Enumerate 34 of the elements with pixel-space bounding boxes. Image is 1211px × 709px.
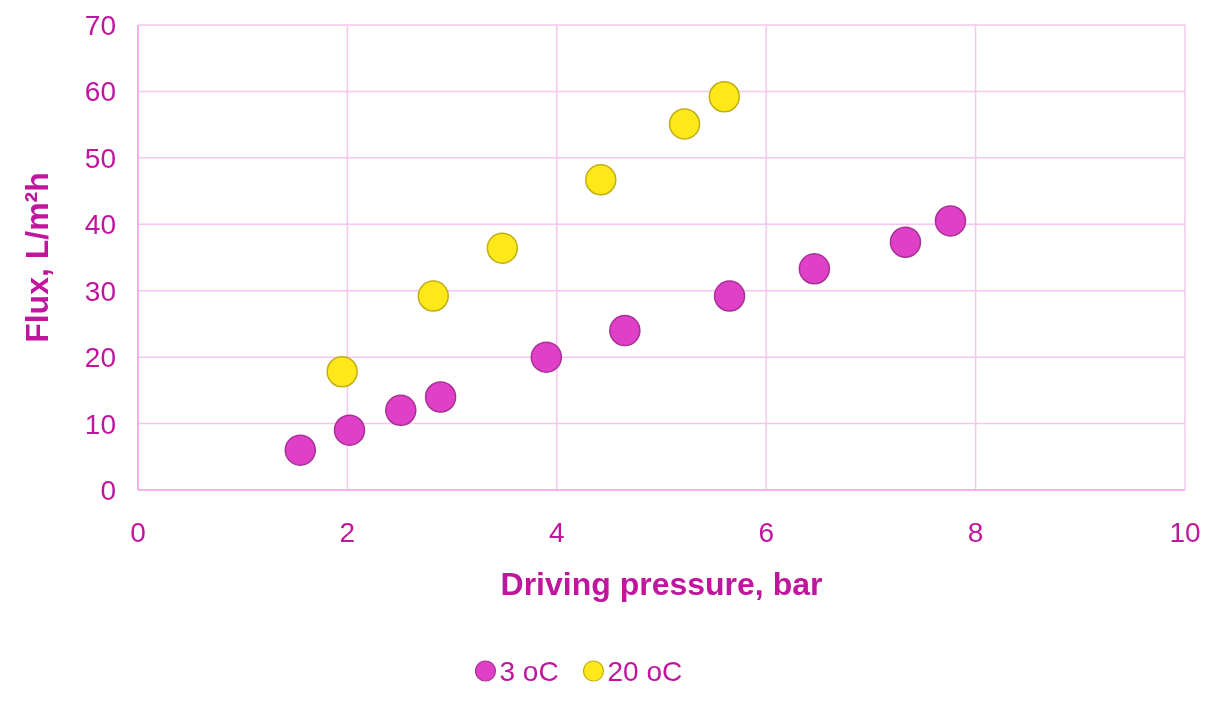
point <box>530 341 563 373</box>
point <box>326 356 358 388</box>
point <box>934 205 967 237</box>
point <box>668 108 701 140</box>
x-tick-label: 4 <box>549 517 565 548</box>
y-tick-label: 70 <box>84 10 116 41</box>
y-tick-label: 0 <box>100 475 116 506</box>
point <box>713 280 746 312</box>
x-axis-title: Driving pressure, bar <box>500 566 823 602</box>
y-axis-title: Flux, L/m²h <box>19 172 55 343</box>
legend-label: 3 oC <box>499 656 559 687</box>
x-tick-label: 10 <box>1169 517 1201 548</box>
y-tick-label: 10 <box>84 408 116 440</box>
point <box>333 414 366 446</box>
point <box>424 381 457 413</box>
point <box>417 280 449 312</box>
y-tick-label: 60 <box>84 76 116 108</box>
y-tick-label: 20 <box>84 342 116 374</box>
x-tick-label: 6 <box>758 517 774 548</box>
point <box>708 80 741 113</box>
x-tick-label: 0 <box>130 517 146 548</box>
point <box>585 164 617 196</box>
point <box>385 394 417 427</box>
point <box>889 226 922 258</box>
y-tick-label: 30 <box>84 275 116 307</box>
point <box>284 434 317 466</box>
x-tick-label: 2 <box>339 517 356 548</box>
y-tick-label: 50 <box>84 142 116 174</box>
point <box>798 253 831 285</box>
y-tick-label: 40 <box>84 209 116 241</box>
point <box>609 314 641 347</box>
point <box>486 232 519 264</box>
x-tick-label: 8 <box>967 517 984 548</box>
legend-label: 20 oC <box>607 656 683 687</box>
